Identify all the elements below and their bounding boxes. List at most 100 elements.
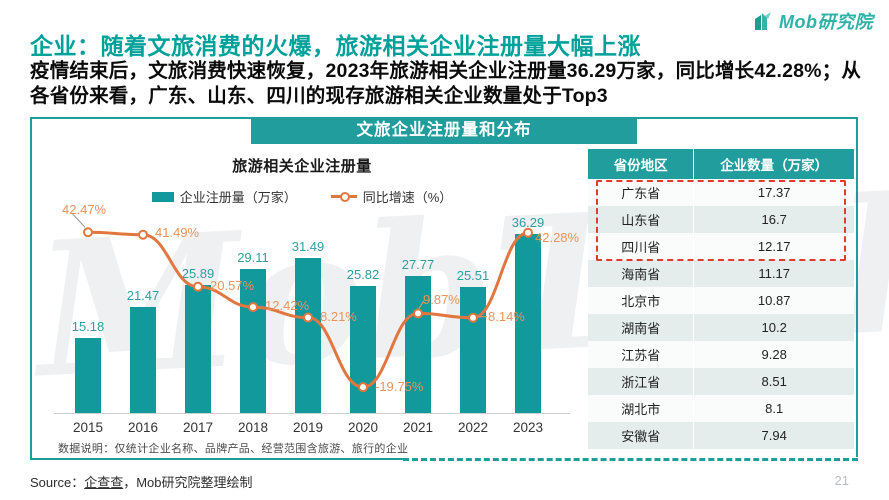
count-cell: 9.28: [761, 347, 787, 362]
bar-2019: [295, 257, 321, 413]
province-table: 省份地区 企业数量（万家） 广东省 17.37 山东省 16.7 四川省 12.17 海南省…: [588, 149, 854, 449]
line-swatch-icon: [330, 192, 357, 202]
source-prefix: Source：: [30, 475, 85, 490]
table-header-province: 省份地区: [588, 149, 695, 179]
bar-2017: [185, 285, 211, 413]
line-marker-2016: [138, 229, 148, 240]
line-value-2022: 8.14%: [488, 308, 525, 324]
bar-2015: [75, 338, 101, 413]
legend-bar-label: 企业注册量（万家）: [179, 190, 297, 205]
bar-line-chart: 15.18 2015 21.47 2016 25.89 2017 29.11 2018 31.4…: [32, 119, 592, 462]
bar-2021: [405, 276, 431, 413]
panel-bottom-dashed-border: [402, 457, 858, 461]
x-label-2023: 2023: [512, 420, 544, 435]
table-row: 湖北市 8.1: [588, 395, 854, 422]
logo-text: Mob研究院: [779, 12, 873, 32]
data-note: 数据说明：仅统计企业名称、品牌产品、经营范围含旅游、旅行的企业: [58, 443, 409, 455]
province-cell: 北京市: [588, 287, 695, 314]
content-panel: MobTech 文旅企业注册量和分布 旅游相关企业注册量 企业注册量（万家） 同…: [30, 117, 889, 462]
table-row: 四川省 12.17: [588, 233, 854, 260]
page-number: 21: [834, 473, 849, 488]
x-label-2019: 2019: [292, 420, 324, 435]
province-cell: 安徽省: [588, 422, 695, 449]
table-row: 广东省 17.37: [588, 179, 854, 206]
bar-swatch-icon: [151, 191, 174, 202]
count-cell: 7.94: [761, 428, 787, 443]
brand-logo: Mob研究院: [752, 8, 873, 34]
count-cell: 16.7: [761, 212, 787, 227]
bar-2022: [460, 287, 486, 413]
legend-item-line: 同比增速（%）: [330, 187, 452, 206]
page-subtitle: 疫情结束后，文旅消费快速恢复，2023年旅游相关企业注册量36.29万家，同比增…: [30, 60, 862, 107]
bar-value-2016: 21.47: [126, 288, 160, 304]
line-value-2015: 42.47%: [62, 202, 107, 218]
province-cell: 湖南省: [588, 314, 695, 341]
source-name: 企查查: [84, 475, 124, 490]
table-row: 浙江省 8.51: [588, 368, 854, 395]
x-label-2017: 2017: [182, 420, 214, 435]
line-value-2021: 9.87%: [423, 292, 460, 308]
line-value-2016: 41.49%: [155, 224, 200, 240]
bar-value-2021: 27.77: [401, 257, 435, 273]
line-value-2019: 8.21%: [320, 308, 357, 324]
bar-value-2020: 25.82: [346, 266, 380, 282]
line-value-2018: 12.42%: [265, 298, 310, 314]
legend-item-bar: 企业注册量（万家）: [151, 187, 297, 206]
page-title: 企业：随着文旅消费的火爆，旅游相关企业注册量大幅上涨: [30, 33, 641, 59]
chart-title: 旅游相关企业注册量: [232, 158, 372, 175]
count-cell: 17.37: [757, 185, 791, 200]
bar-value-2023: 36.29: [511, 215, 545, 231]
province-cell: 广东省: [588, 179, 695, 206]
count-cell: 8.1: [765, 401, 784, 416]
province-cell: 江苏省: [588, 341, 695, 368]
x-label-2018: 2018: [237, 420, 269, 435]
line-marker-2022: [468, 312, 478, 323]
province-cell: 海南省: [588, 260, 695, 287]
line-marker-2023: [523, 227, 533, 238]
bar-value-2022: 25.51: [456, 268, 490, 284]
line-marker-2021: [413, 308, 423, 319]
count-cell: 10.87: [757, 293, 791, 308]
table-row: 海南省 11.17: [588, 260, 854, 287]
x-axis-line: [54, 413, 570, 414]
source-line: Source：企查查，Mob研究院整理绘制: [30, 472, 253, 491]
count-cell: 11.17: [758, 266, 790, 281]
mob-logo-icon: [755, 12, 772, 30]
count-cell: 8.51: [761, 374, 787, 389]
line-marker-2020: [358, 382, 368, 393]
line-value-2023: 42.28%: [535, 229, 580, 245]
x-label-2022: 2022: [457, 420, 489, 435]
bar-2023: [515, 234, 541, 413]
x-label-2016: 2016: [127, 420, 159, 435]
table-header-row: 省份地区 企业数量（万家）: [588, 149, 854, 179]
bar-2018: [240, 269, 266, 413]
count-cell: 10.2: [761, 320, 787, 335]
line-marker-2017: [193, 281, 203, 292]
x-label-2021: 2021: [402, 420, 434, 435]
province-cell: 山东省: [588, 206, 695, 233]
table-body: 广东省 17.37 山东省 16.7 四川省 12.17 海南省 11.17 北京市 10.87 湖…: [588, 179, 854, 449]
bar-value-2017: 25.89: [181, 266, 215, 282]
bar-value-2015: 15.18: [71, 319, 105, 335]
bar-2016: [130, 307, 156, 413]
table-row: 北京市 10.87: [588, 287, 854, 314]
bar-value-2018: 29.11: [237, 250, 269, 266]
table-header-count: 企业数量（万家）: [720, 158, 829, 173]
table-row: 江苏省 9.28: [588, 341, 854, 368]
growth-line-svg: [71, 212, 533, 393]
count-cell: 12.17: [757, 239, 791, 254]
section-banner: 文旅企业注册量和分布: [251, 117, 637, 144]
table-row: 安徽省 7.94: [588, 422, 854, 449]
x-label-2020: 2020: [347, 420, 379, 435]
province-cell: 湖北市: [588, 395, 695, 422]
table-row: 山东省 16.7: [588, 206, 854, 233]
table-row: 湖南省 10.2: [588, 314, 854, 341]
line-value-2017: 20.57%: [210, 277, 255, 293]
source-rest: ，Mob研究院整理绘制: [123, 475, 253, 490]
line-value-2020: -19.75%: [375, 379, 424, 395]
province-cell: 浙江省: [588, 368, 695, 395]
x-label-2015: 2015: [72, 420, 104, 435]
bar-value-2019: 31.49: [291, 238, 325, 254]
line-marker-2019: [303, 312, 313, 323]
